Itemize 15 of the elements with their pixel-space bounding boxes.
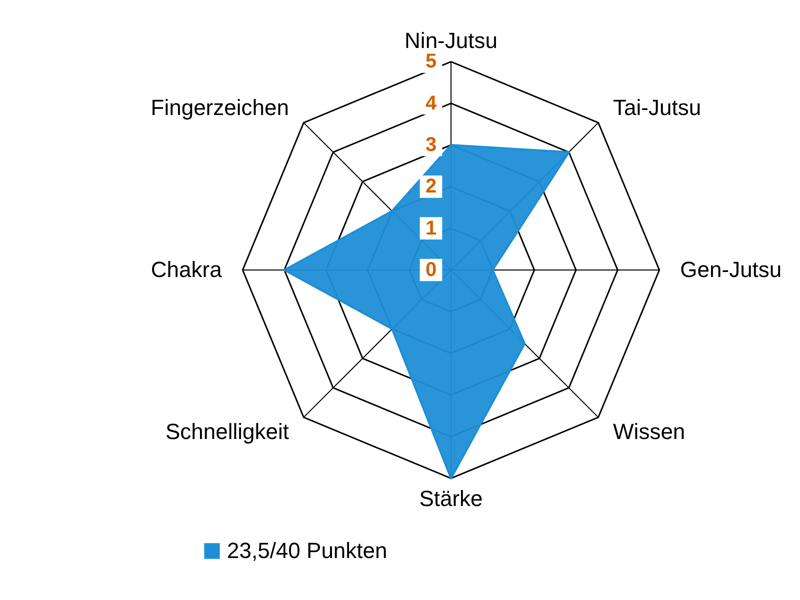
spoke-label: Wissen [613,419,686,444]
y-tick-label: 0 [425,259,437,281]
spoke-label: Tai-Jutsu [613,94,702,120]
spoke-label: Gen-Jutsu [680,257,782,282]
spoke-label: Schnelligkeit [165,419,289,444]
y-tick-label: 2 [425,176,437,198]
spoke-label: Chakra [150,257,223,282]
y-tick-label: 3 [425,134,437,156]
y-tick-label: 5 [425,50,437,73]
y-tick-label: 4 [425,92,438,114]
y-tick-label: 1 [425,217,437,240]
legend-label: 23,5/40 Punkten [227,538,388,563]
spoke-label: Stärke [419,486,483,512]
spoke-label: Nin-Jutsu [404,28,498,53]
spoke-label: Fingerzeichen [150,94,289,120]
